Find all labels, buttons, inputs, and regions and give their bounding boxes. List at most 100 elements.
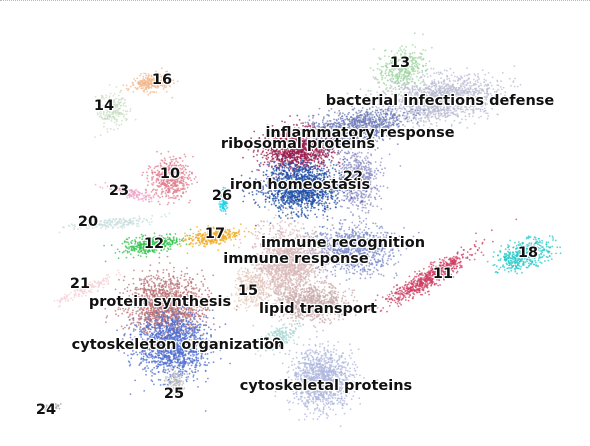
cluster-point	[276, 206, 279, 209]
cluster-point	[284, 121, 286, 123]
cluster-point	[359, 111, 362, 114]
cluster-point	[369, 203, 372, 206]
cluster-point	[322, 159, 325, 162]
cluster-point	[478, 116, 480, 119]
cluster-point	[364, 211, 367, 214]
cluster-point	[343, 164, 346, 166]
cluster-point	[287, 156, 290, 159]
cluster-point	[500, 80, 502, 83]
cluster-point	[420, 58, 422, 60]
cluster-point	[274, 156, 277, 159]
cluster-point	[265, 154, 267, 157]
cluster-point	[425, 62, 427, 65]
cluster-point	[456, 112, 459, 115]
cluster-point	[422, 80, 425, 83]
cluster-point	[391, 66, 393, 69]
cluster-point	[385, 116, 387, 118]
cluster-point	[264, 195, 267, 198]
cluster-point	[346, 118, 348, 120]
cluster-point	[429, 75, 432, 77]
cluster-point	[364, 157, 366, 160]
cluster-point	[277, 162, 280, 165]
cluster-point	[324, 155, 326, 158]
cluster-point	[441, 85, 444, 88]
cluster-point	[372, 69, 375, 72]
cluster-point	[355, 164, 358, 167]
cluster-point	[385, 113, 387, 116]
cluster-point	[379, 164, 382, 167]
cluster-point	[357, 155, 359, 158]
cluster-point	[474, 80, 477, 83]
cluster-point	[289, 167, 292, 170]
cluster-point	[333, 118, 335, 121]
cluster-point	[376, 63, 379, 65]
cluster-point	[466, 67, 468, 69]
cluster-point	[353, 196, 355, 199]
cluster-point	[251, 193, 254, 196]
cluster-point	[475, 83, 477, 86]
cluster-point	[392, 59, 394, 61]
cluster-point	[374, 76, 377, 79]
cluster-point	[380, 71, 383, 74]
cluster-point	[387, 109, 389, 112]
cluster-point	[378, 114, 381, 117]
cluster-point	[317, 113, 320, 116]
cluster-point	[280, 193, 283, 195]
cluster-point	[355, 153, 357, 156]
cluster-point	[407, 75, 410, 78]
cluster-point	[350, 165, 353, 168]
cluster-point	[331, 198, 334, 201]
cluster-point	[480, 115, 482, 118]
cluster-point	[359, 88, 362, 91]
cluster-point	[496, 79, 499, 82]
cluster-point	[329, 120, 332, 122]
cluster-point	[391, 80, 394, 83]
cluster-point	[271, 154, 274, 156]
cluster-point	[438, 110, 440, 113]
cluster-point	[442, 87, 444, 90]
cluster-point	[342, 121, 345, 124]
cluster-point	[260, 153, 263, 156]
cluster-point	[298, 119, 301, 121]
cluster-point	[279, 163, 282, 166]
cluster-13-points	[367, 32, 435, 104]
cluster-point	[341, 163, 344, 166]
cluster-point	[390, 90, 393, 93]
cluster-point	[413, 73, 415, 75]
cluster-point	[345, 115, 348, 118]
cluster-point	[410, 119, 413, 122]
cluster-point	[329, 207, 332, 210]
cluster-point	[403, 115, 406, 117]
cluster-point	[490, 84, 493, 87]
cluster-point	[479, 82, 482, 85]
cluster-point	[398, 67, 401, 70]
cluster-point	[432, 67, 435, 70]
cluster-point	[440, 77, 442, 80]
cluster-point	[336, 112, 339, 114]
cluster-point	[360, 121, 363, 123]
cluster-point	[411, 78, 414, 81]
cluster-point	[398, 117, 400, 120]
cluster-point	[309, 154, 312, 157]
cluster-point	[413, 51, 416, 54]
cluster-point	[318, 165, 321, 168]
cluster-point	[429, 111, 432, 114]
cluster-point	[441, 115, 444, 118]
cluster-point	[287, 154, 289, 156]
cluster-point	[400, 84, 403, 87]
cluster-point	[368, 113, 370, 116]
cluster-point	[411, 52, 414, 55]
cluster-point	[419, 77, 421, 79]
cluster-point	[395, 116, 398, 119]
cluster-point	[352, 213, 354, 216]
cluster-point	[422, 88, 425, 91]
cluster-point	[348, 207, 350, 210]
cluster-point	[403, 73, 406, 75]
cluster-point	[320, 202, 323, 205]
cluster-point	[398, 71, 400, 74]
cluster-point	[380, 208, 383, 210]
cluster-point	[373, 175, 376, 178]
cluster-point	[374, 109, 377, 112]
cluster-point	[370, 196, 372, 199]
cluster-point	[492, 88, 495, 90]
